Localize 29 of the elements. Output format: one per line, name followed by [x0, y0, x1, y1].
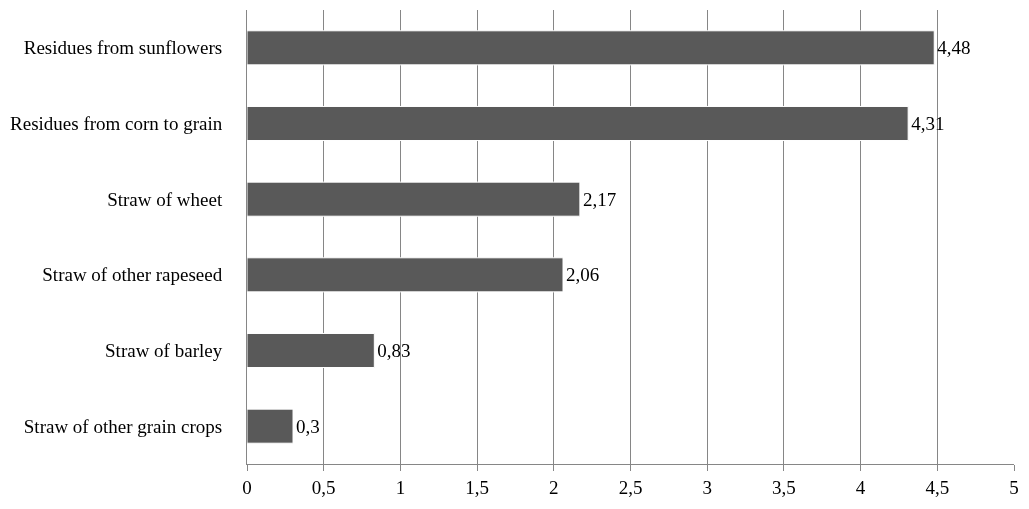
- x-tick-label: 3,5: [772, 476, 796, 498]
- y-tick-label: Residues from sunflowers: [23, 37, 223, 59]
- bar: [247, 257, 564, 293]
- data-label: 0,3: [296, 415, 320, 437]
- x-tick-label: 5: [1009, 476, 1019, 498]
- y-tick-label: Straw of other rapeseed: [42, 264, 223, 286]
- y-tick-label: Straw of other grain crops: [23, 415, 223, 437]
- bar: [247, 332, 375, 369]
- x-tick-label: 1: [395, 476, 406, 498]
- x-tick-label: 1,5: [465, 476, 489, 498]
- data-label: 4,48: [937, 37, 971, 59]
- data-label: 2,17: [582, 188, 617, 210]
- x-tick-label: 4: [855, 476, 866, 498]
- data-label: 0,83: [377, 340, 411, 361]
- data-label: 2,06: [566, 264, 600, 286]
- x-tick-label: 3: [702, 476, 712, 498]
- bar: [247, 105, 909, 142]
- x-tick-label: 2: [549, 476, 559, 498]
- x-tick-label: 2,5: [618, 476, 643, 498]
- bar: [247, 408, 294, 444]
- y-tick-label: Residues from corn to grain: [10, 113, 223, 135]
- y-tick-label: Straw of barley: [105, 340, 223, 362]
- x-tick-label: 4,5: [925, 476, 950, 498]
- x-tick-label: 0: [242, 476, 252, 498]
- data-label: 4,31: [911, 113, 945, 135]
- bar: [247, 181, 581, 217]
- bar: [247, 30, 935, 66]
- y-tick-label: Straw of wheet: [107, 188, 223, 210]
- x-tick-label: 0,5: [311, 476, 336, 498]
